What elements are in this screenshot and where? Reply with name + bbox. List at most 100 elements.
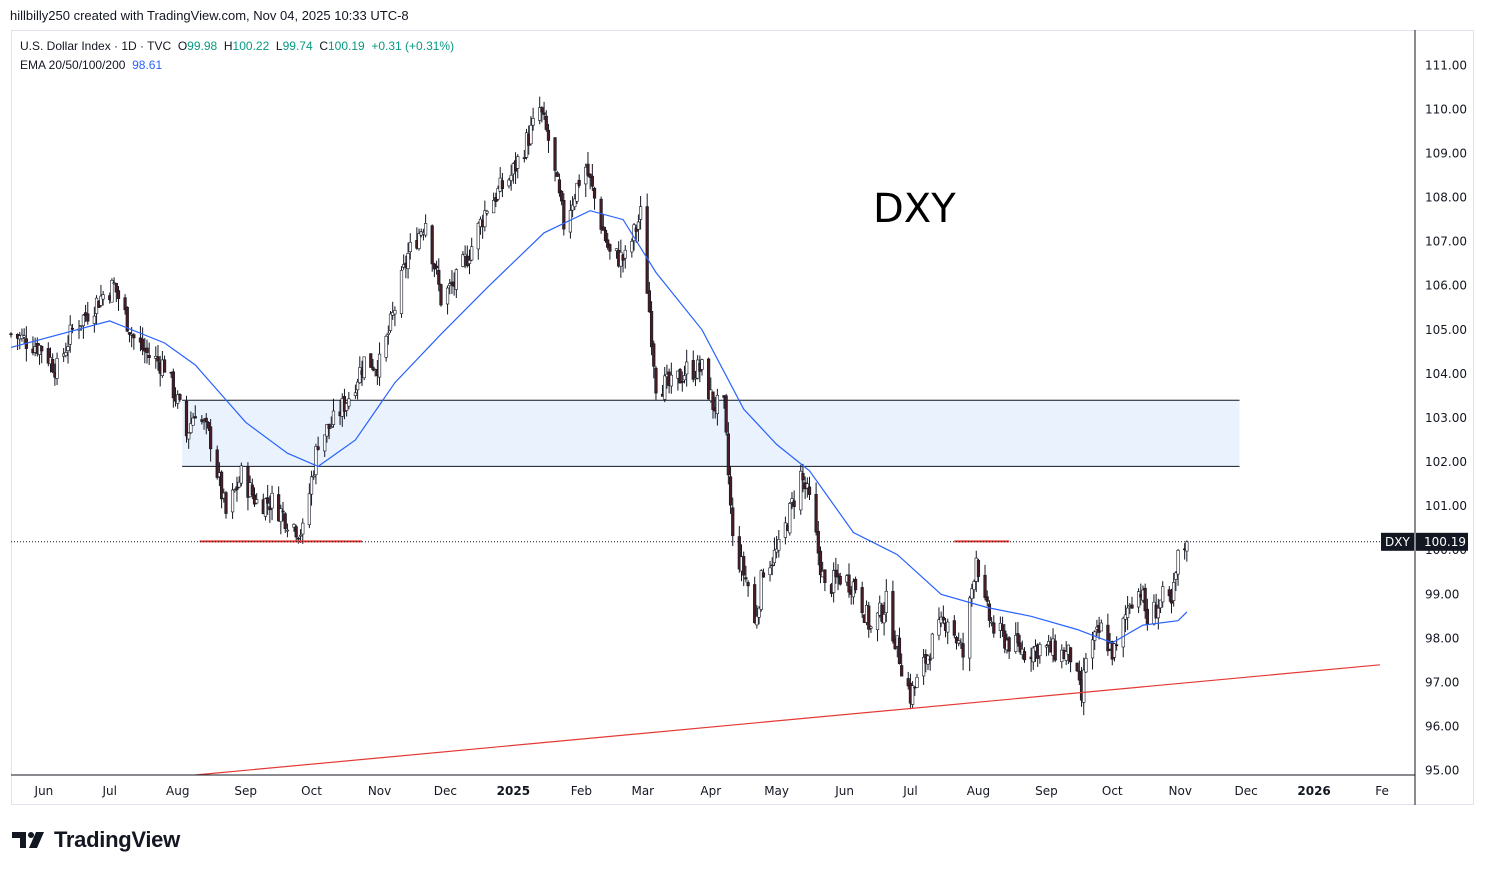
candle-body (623, 249, 627, 259)
candle-body (500, 180, 505, 189)
candle-body (884, 590, 888, 614)
candle-body (867, 605, 871, 630)
ema-line[interactable] (10, 210, 1188, 644)
candle-body (127, 332, 132, 335)
candle-body (630, 241, 634, 253)
candle-body (853, 578, 858, 591)
x-tick-label: Oct (301, 784, 322, 798)
candle-body (316, 446, 320, 450)
legend-ema[interactable]: EMA 20/50/100/200 98.61 (20, 58, 162, 72)
candle-body (40, 346, 44, 352)
candle-body (496, 188, 500, 200)
candle-body (928, 658, 932, 661)
candle-body (470, 246, 474, 261)
candle-body (101, 294, 105, 300)
legend-open-label: O (177, 39, 188, 53)
candle-body (239, 465, 243, 484)
y-tick-label: 95.00 (1425, 764, 1459, 778)
candle-body (1000, 624, 1005, 631)
candle-body (358, 367, 362, 384)
last-price-tag: DXY 100.19 (1381, 532, 1468, 551)
candle-body (386, 332, 390, 335)
y-tick-label: 96.00 (1425, 720, 1459, 734)
candle-body (586, 163, 590, 176)
legend-symbol: U.S. Dollar Index · 1D · TVC (20, 39, 172, 53)
candle-body (575, 182, 579, 202)
candle-body (516, 156, 520, 169)
x-tick-label: Feb (571, 784, 592, 798)
candle-body (314, 446, 318, 475)
x-tick-label: Nov (1169, 784, 1192, 798)
candle-body (755, 616, 759, 626)
candle-body (788, 503, 792, 534)
candle-body (283, 513, 287, 529)
candle-body (882, 614, 886, 624)
candle-body (847, 574, 851, 593)
candle-body (744, 577, 748, 580)
candle-body (51, 359, 55, 373)
candle-body (678, 369, 682, 384)
candle-body (685, 361, 689, 375)
candle-body (494, 197, 498, 203)
candle-body (590, 175, 594, 187)
candle-body (1185, 541, 1189, 552)
candle-body (961, 643, 965, 658)
candle-body (937, 619, 941, 636)
tradingview-logo[interactable]: TradingView (12, 826, 180, 854)
candle-body (805, 483, 809, 489)
y-tick-label: 110.00 (1425, 102, 1467, 116)
candle-body (347, 398, 351, 407)
candle-body (761, 572, 766, 578)
candle-body (206, 422, 211, 429)
trendline[interactable] (195, 664, 1380, 776)
candle-body (562, 199, 566, 230)
x-tick-label: 2025 (497, 784, 530, 798)
x-tick-label: Apr (700, 784, 721, 798)
candle-body (807, 486, 812, 495)
chart-credit: hillbilly250 created with TradingView.co… (10, 8, 409, 23)
candle-body (114, 282, 118, 293)
candle-body (393, 310, 397, 315)
candle-body (323, 434, 327, 452)
candle-body (728, 476, 733, 506)
candle-body (298, 534, 303, 537)
candle-body (654, 367, 658, 394)
candle-body (970, 588, 974, 599)
candle-body (680, 381, 684, 383)
legend-close: 100.19 (327, 39, 365, 53)
candle-body (921, 657, 926, 677)
x-tick-label: Fe (1375, 784, 1389, 798)
candle-body (869, 626, 873, 629)
candle-body (1038, 644, 1042, 657)
candle-body (417, 233, 421, 249)
candle-body (281, 510, 285, 513)
x-tick-label: May (764, 784, 789, 798)
candle-body (814, 493, 818, 533)
candle-body (437, 270, 441, 285)
candle-body (1121, 617, 1125, 648)
candle-body (285, 529, 290, 532)
candle-body (860, 587, 864, 614)
candle-body (875, 612, 880, 631)
candle-body (384, 335, 388, 358)
resistance-zone[interactable] (182, 400, 1240, 467)
candle-body (801, 472, 805, 481)
candle-body (1014, 635, 1018, 652)
candle-body (770, 564, 774, 567)
candle-body (757, 607, 761, 618)
x-tick-label: Jun (34, 784, 54, 798)
candle-body (294, 526, 298, 538)
candle-body (601, 226, 605, 231)
candle-body (99, 295, 103, 306)
candle-body (570, 204, 575, 211)
candle-body (1158, 599, 1163, 609)
candle-body (746, 582, 750, 587)
candle-body (162, 359, 167, 373)
candle-body (81, 314, 85, 327)
candle-body (193, 416, 197, 419)
candle-body (606, 239, 610, 248)
x-tick-label: 2026 (1297, 784, 1330, 798)
y-tick-label: 111.00 (1425, 58, 1467, 72)
candle-body (263, 498, 268, 517)
